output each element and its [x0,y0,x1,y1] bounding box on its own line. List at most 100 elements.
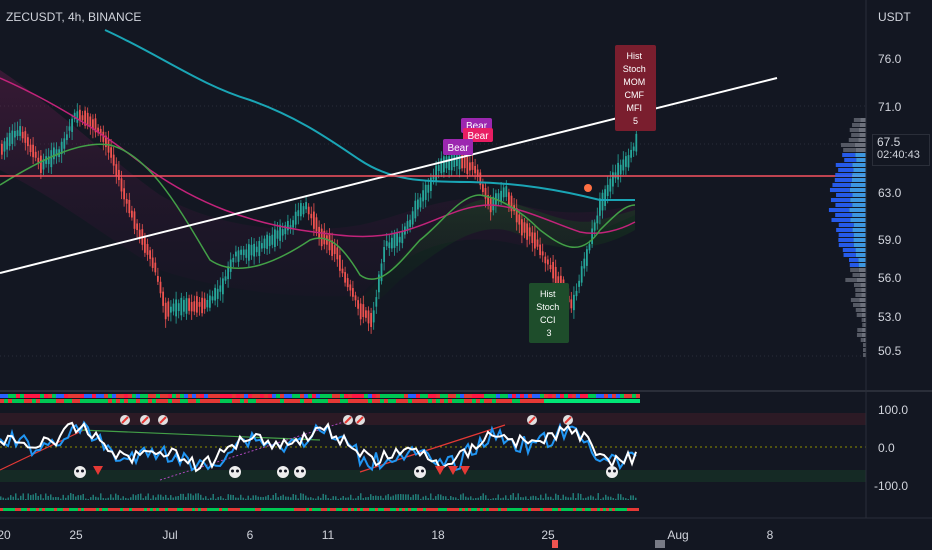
candle [586,245,588,272]
strip-cell [216,394,220,398]
strip-cell [76,394,80,398]
strip-cell [543,508,546,511]
candle [393,229,396,256]
strip-cell [432,399,436,403]
volume-profile-bar [853,303,866,307]
strip-cell [462,508,465,511]
oscillator-axis[interactable]: 100.0 0.0 -100.0 [874,403,908,493]
strip-cell [279,508,282,511]
volume-profile-bar [836,193,866,197]
candle [307,203,310,221]
candle [198,296,201,316]
price-axis[interactable]: 76.0 71.0 63.0 59.0 56.0 53.0 50.5 [878,52,902,358]
volume-profile-bar [860,338,866,342]
strip-cell [488,394,492,398]
strip-cell [416,399,420,403]
candle [6,132,8,158]
strip-cell [222,508,225,511]
hist-bar [102,498,104,500]
strip-cell [80,399,84,403]
strip-cell [513,508,516,511]
strip-cell [4,399,8,403]
hist-bar [457,498,459,500]
strip-cell [27,508,30,511]
candle [190,294,193,320]
strip-cell [45,508,48,511]
strip-cell [0,399,4,403]
strip-cell [60,399,64,403]
volume-profile-bar [838,243,866,247]
panda-icon [277,466,289,478]
strip-cell [248,399,252,403]
strip-cell [388,394,392,398]
strip-cell [72,399,76,403]
hist-bar [150,498,152,500]
hist-bar [445,496,447,500]
strip-cell [536,394,540,398]
candle [235,245,237,263]
hist-bar [50,494,52,500]
strip-cell [160,394,164,398]
candle [279,219,281,249]
strip-cell [606,508,609,511]
hist-bar [372,496,374,500]
candle [263,235,266,254]
symbol-title[interactable]: ZECUSDT, 4h, BINANCE [6,10,142,24]
candle [583,252,586,277]
strip-cell [64,394,68,398]
candle [515,199,518,231]
candle [380,258,383,285]
strip-cell [402,508,405,511]
strip-cell [132,508,135,511]
strip-cell [236,394,240,398]
strip-cell [32,399,36,403]
strip-cell [30,508,33,511]
candle [352,280,354,301]
strip-cell [171,508,174,511]
strip-cell [476,399,480,403]
strip-cell [348,399,352,403]
hist-bar [190,493,192,500]
strip-cell [411,508,414,511]
hist-bar [250,498,252,500]
strip-cell [308,399,312,403]
candle [596,207,599,230]
strip-cell [596,399,600,403]
strip-cell [464,394,468,398]
candle [531,225,534,252]
down-arrow-icon [460,466,470,475]
candle [201,291,203,317]
strip-cell [152,399,156,403]
hist-bar [42,498,44,500]
hist-bar [340,497,342,500]
oscillator-lower-band [0,470,866,482]
hist-bar [387,494,389,500]
candle [422,182,424,209]
hist-bar [192,495,194,500]
strip-cell [548,394,552,398]
strip-cell [573,508,576,511]
strip-cell [4,394,8,398]
hist-bar [225,498,227,500]
signal-top-line-1: Hist [626,51,642,61]
strip-cell [219,508,222,511]
strip-cell [576,399,580,403]
bear-label-3: Bear [443,139,473,155]
strip-cell [495,508,498,511]
strip-cell [428,399,432,403]
time-axis[interactable]: 20 25 Jul 6 11 18 25 Aug 8 [0,528,774,542]
strip-cell [294,508,297,511]
strip-cell [436,399,440,403]
hist-bar [235,497,237,500]
time-axis-marker [655,540,665,548]
candle [222,271,224,303]
hist-bar [592,496,594,500]
signal-bottom-line-2: Stoch [536,302,559,312]
hist-bar [135,495,137,500]
strip-cell [333,508,336,511]
candle [437,158,440,179]
strip-cell [116,399,120,403]
hist-bar [620,494,622,500]
strip-cell [544,394,548,398]
